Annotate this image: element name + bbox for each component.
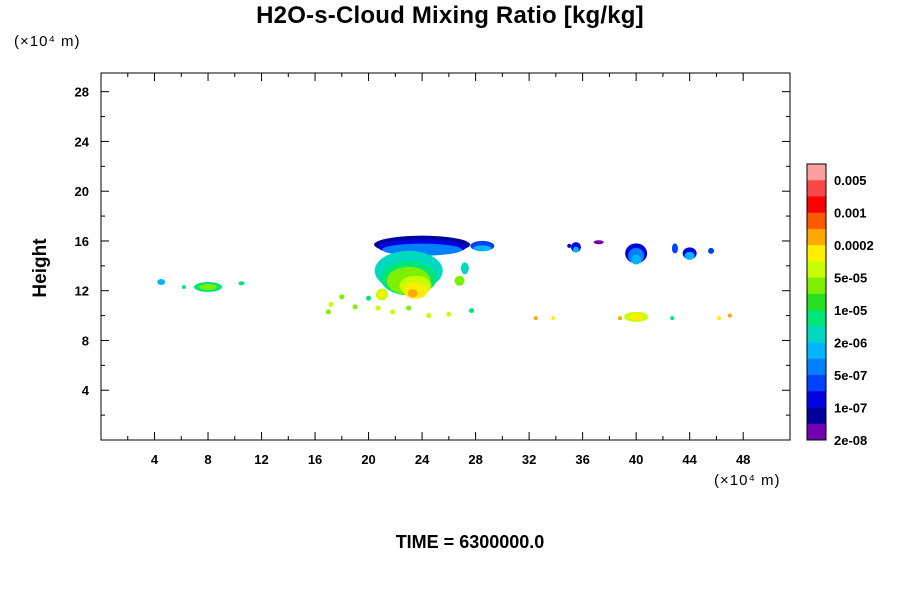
cloud-blob bbox=[671, 243, 678, 254]
cloud-cell bbox=[618, 316, 623, 321]
colorbar-label: 2e-08 bbox=[834, 433, 867, 448]
colorbar-swatch bbox=[807, 277, 826, 295]
colorbar-swatch bbox=[807, 391, 826, 409]
colorbar-swatch bbox=[807, 293, 826, 311]
cloud-cell bbox=[339, 294, 345, 300]
cloud-cell bbox=[325, 309, 331, 315]
y-tick-label: 20 bbox=[75, 184, 89, 199]
cloud-cell bbox=[406, 305, 412, 311]
cloud-blob bbox=[454, 275, 465, 286]
cloud-blob bbox=[407, 289, 418, 298]
plot-frame bbox=[100, 72, 791, 441]
colorbar-swatch bbox=[807, 245, 826, 262]
y-unit-label: (×10⁴ m) bbox=[14, 33, 81, 50]
colorbar-swatch bbox=[807, 212, 826, 230]
cloud-blob bbox=[199, 283, 218, 290]
colorbar-swatch bbox=[807, 228, 826, 246]
cloud-blob bbox=[631, 254, 642, 265]
x-tick-label: 32 bbox=[522, 452, 536, 467]
cloud-blob bbox=[473, 245, 492, 252]
time-label: TIME = 6300000.0 bbox=[395, 532, 545, 552]
x-unit-label: (×10⁴ m) bbox=[714, 472, 781, 489]
cloud-blob bbox=[572, 246, 579, 253]
cloud-cell bbox=[670, 316, 675, 321]
colorbar-swatch bbox=[807, 164, 826, 181]
cloud-blob bbox=[593, 240, 604, 245]
cloud-blob bbox=[629, 313, 644, 320]
colorbar-frame bbox=[806, 163, 827, 441]
cloud-cell bbox=[727, 313, 732, 318]
y-tick-label: 12 bbox=[75, 284, 89, 299]
colorbar-label: 2e-06 bbox=[834, 336, 867, 351]
x-tick-label: 24 bbox=[415, 452, 430, 467]
cloud-cell bbox=[426, 313, 432, 319]
cloud-blob bbox=[684, 251, 695, 260]
x-tick-label: 28 bbox=[468, 452, 482, 467]
x-tick-label: 16 bbox=[308, 452, 322, 467]
cloud-cell bbox=[533, 316, 538, 321]
chart-title: H2O-s-Cloud Mixing Ratio [kg/kg] bbox=[256, 2, 644, 29]
colorbar-swatch bbox=[807, 375, 826, 392]
cloud-cell bbox=[352, 304, 358, 310]
x-tick-label: 8 bbox=[204, 452, 211, 467]
cloud-blob bbox=[378, 291, 385, 298]
x-tick-label: 12 bbox=[254, 452, 268, 467]
cloud-blob bbox=[460, 262, 469, 275]
cloud-blob bbox=[708, 247, 715, 254]
x-tick-label: 4 bbox=[151, 452, 159, 467]
colorbar-swatch bbox=[807, 423, 826, 441]
colorbar-label: 5e-05 bbox=[834, 271, 867, 286]
y-tick-label: 28 bbox=[75, 85, 89, 100]
cloud-blob bbox=[157, 279, 166, 286]
cloud-blob bbox=[238, 281, 245, 286]
colorbar-label: 1e-07 bbox=[834, 401, 867, 416]
colorbar-swatch bbox=[807, 261, 826, 279]
colorbar-swatch bbox=[807, 310, 826, 327]
cloud-cell bbox=[567, 243, 572, 248]
y-tick-label: 4 bbox=[82, 383, 90, 398]
cloud-cell bbox=[717, 316, 722, 321]
colorbar-swatch bbox=[807, 180, 826, 197]
cloud-cell bbox=[390, 309, 396, 315]
x-tick-label: 48 bbox=[736, 452, 750, 467]
cloud-cell bbox=[469, 308, 475, 314]
cloud-cell bbox=[551, 316, 556, 321]
y-tick-label: 24 bbox=[75, 134, 90, 149]
colorbar-swatch bbox=[807, 326, 826, 344]
y-tick-label: 8 bbox=[82, 333, 89, 348]
y-tick-label: 16 bbox=[75, 234, 89, 249]
x-tick-label: 44 bbox=[682, 452, 697, 467]
colorbar-label: 0.0002 bbox=[834, 238, 874, 253]
cloud-cell bbox=[446, 311, 452, 317]
x-tick-label: 40 bbox=[629, 452, 643, 467]
x-tick-label: 36 bbox=[575, 452, 589, 467]
x-tick-label: 20 bbox=[361, 452, 375, 467]
colorbar-swatch bbox=[807, 407, 826, 425]
colorbar-swatch bbox=[807, 342, 826, 360]
colorbar-swatch bbox=[807, 358, 826, 376]
colorbar-label: 0.001 bbox=[834, 206, 867, 221]
cloud-cell bbox=[375, 305, 381, 311]
cloud-cell bbox=[366, 295, 372, 301]
cloud-blob bbox=[181, 284, 186, 289]
colorbar-label: 5e-07 bbox=[834, 368, 867, 383]
colorbar-label: 0.005 bbox=[834, 173, 867, 188]
colorbar-swatch bbox=[807, 196, 826, 214]
colorbar-label: 1e-05 bbox=[834, 303, 867, 318]
cloud-cell bbox=[328, 301, 334, 307]
